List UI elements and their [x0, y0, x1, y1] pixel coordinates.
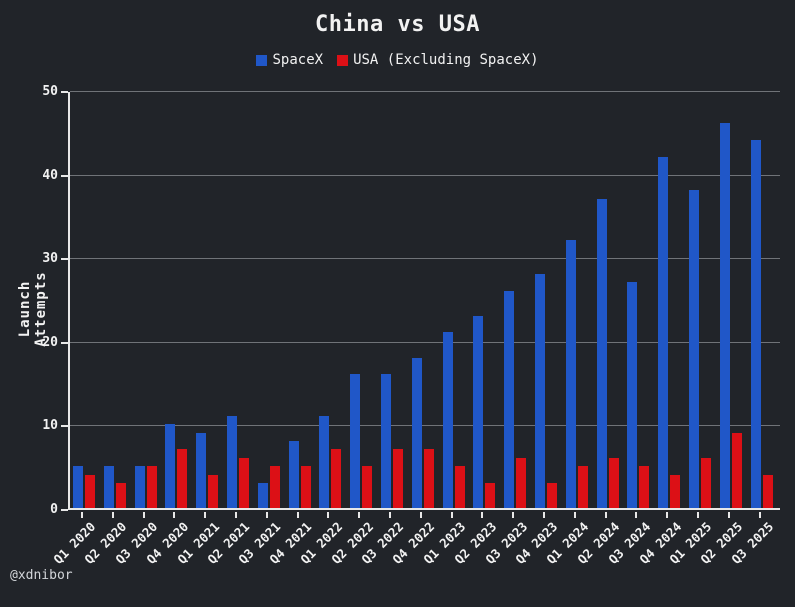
- usa-bar: [731, 432, 742, 508]
- y-tick-mark: [61, 258, 68, 261]
- spacex-bar: [227, 416, 237, 508]
- gridline: [70, 425, 780, 427]
- spacex-bar: [288, 441, 299, 508]
- spacex-bar: [689, 190, 699, 508]
- y-tick-label: 0: [50, 502, 58, 517]
- spacex-bar: [350, 374, 361, 508]
- usa-bar: [146, 466, 157, 508]
- x-tick-mark: [81, 512, 83, 518]
- y-tick-label: 20: [42, 334, 58, 350]
- x-tick-mark: [296, 512, 299, 518]
- usa-bar: [670, 474, 681, 508]
- y-tick-label: 30: [42, 251, 58, 267]
- spacex-legend-swatch-icon: [256, 54, 268, 66]
- spacex-bar: [103, 466, 114, 508]
- usa-bar: [362, 466, 373, 508]
- chart-title: China vs USA: [315, 12, 480, 37]
- usa-bar: [423, 449, 434, 508]
- watermark: @xdnibor: [10, 568, 73, 583]
- usa-bar: [177, 449, 188, 508]
- usa-bar: [577, 466, 588, 508]
- gridline: [70, 174, 780, 176]
- y-tick-mark: [61, 174, 68, 177]
- usa-bar: [639, 466, 650, 508]
- y-tick-label: 50: [42, 84, 58, 99]
- spacex-bar: [504, 290, 515, 508]
- x-tick-mark: [543, 512, 545, 518]
- spacex-bar: [411, 357, 422, 508]
- y-tick-label: 10: [42, 418, 58, 434]
- x-tick-mark: [419, 512, 422, 518]
- spacex-bar: [442, 332, 453, 508]
- x-tick-mark: [604, 512, 607, 518]
- gridline: [70, 91, 780, 92]
- usa-bar: [762, 474, 773, 508]
- x-tick-mark: [758, 512, 761, 518]
- x-tick-mark: [204, 512, 207, 518]
- usa-bar: [300, 466, 311, 508]
- usa-bar: [454, 466, 465, 508]
- usa-bar: [393, 449, 403, 508]
- usa-bar: [608, 457, 619, 508]
- gridline: [70, 341, 780, 343]
- y-tick-mark: [61, 341, 68, 344]
- usa-bar: [516, 457, 527, 508]
- usa-bar: [331, 449, 342, 508]
- y-tick-label: 40: [42, 167, 58, 183]
- usa-bar: [208, 474, 219, 508]
- y-tick-mark: [61, 425, 68, 428]
- x-tick-mark: [635, 512, 638, 518]
- plot-area: [68, 91, 780, 510]
- usa-bar: [269, 466, 280, 508]
- spacex-bar: [565, 240, 576, 508]
- usa-bar: [547, 482, 557, 508]
- spacex-bar: [719, 123, 730, 508]
- x-tick-mark: [327, 512, 330, 518]
- x-tick-mark: [173, 512, 176, 518]
- spacex-bar: [165, 424, 176, 508]
- x-tick-mark: [111, 512, 114, 518]
- spacex-bar: [658, 156, 669, 508]
- spacex-bar: [535, 273, 545, 508]
- x-tick-mark: [450, 512, 453, 518]
- y-tick-mark: [61, 509, 68, 511]
- x-tick-mark: [358, 512, 361, 518]
- usa-bar: [115, 482, 126, 508]
- spacex-bar: [473, 315, 484, 508]
- usa-bar: [239, 457, 249, 508]
- x-tick-mark: [727, 512, 730, 518]
- x-tick-mark: [666, 512, 669, 518]
- usa-bar: [85, 474, 95, 508]
- usa-legend-item: USA (Excluding SpaceX): [337, 52, 539, 68]
- usa-bar: [701, 457, 711, 508]
- usa-legend-swatch-icon: [337, 54, 349, 66]
- spacex-bar: [750, 140, 761, 508]
- spacex-bar: [596, 198, 607, 508]
- spacex-bar: [196, 432, 207, 508]
- x-tick-mark: [573, 512, 576, 518]
- spacex-bar: [319, 416, 330, 508]
- spacex-bar: [257, 482, 268, 508]
- spacex-bar: [73, 466, 83, 508]
- spacex-legend-item: SpaceX: [256, 52, 323, 68]
- gridline: [70, 258, 780, 260]
- legend: SpaceX USA (Excluding SpaceX): [0, 52, 795, 68]
- usa-legend-label: USA (Excluding SpaceX): [353, 52, 539, 68]
- x-tick-mark: [389, 512, 391, 518]
- x-tick-mark: [512, 512, 515, 518]
- spacex-legend-label: SpaceX: [272, 52, 324, 68]
- x-tick-mark: [697, 512, 699, 518]
- spacex-bar: [381, 374, 391, 508]
- y-tick-mark: [61, 91, 68, 93]
- x-tick-mark: [481, 512, 484, 518]
- spacex-bar: [627, 282, 638, 508]
- spacex-bar: [134, 466, 145, 508]
- x-tick-mark: [142, 512, 145, 518]
- x-tick-mark: [265, 512, 268, 518]
- usa-bar: [485, 482, 496, 508]
- x-tick-mark: [235, 512, 237, 518]
